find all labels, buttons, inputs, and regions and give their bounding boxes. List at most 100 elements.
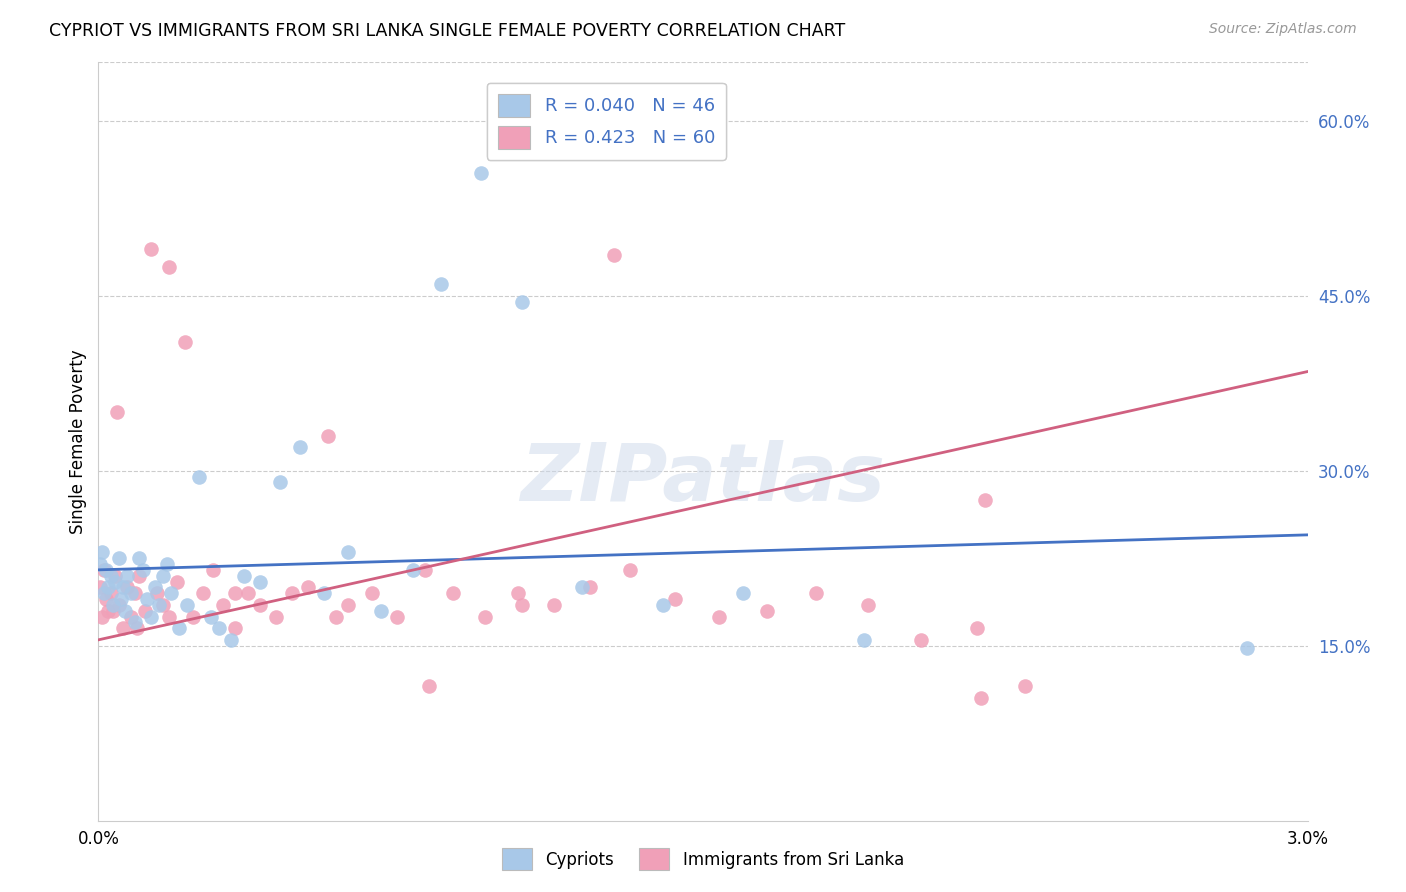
Point (143, 580, 166, 594)
Point (152, 598, 174, 612)
Point (139, 609, 162, 624)
Point (146, 586, 169, 600)
Point (571, 580, 593, 594)
Point (221, 632, 243, 647)
Point (148, 598, 170, 612)
Point (651, 598, 673, 612)
Point (115, 580, 138, 594)
Point (1236, 640, 1258, 655)
Point (418, 680, 440, 694)
Point (232, 568, 254, 582)
Point (853, 632, 876, 647)
Point (664, 592, 686, 607)
Point (316, 428, 339, 442)
Point (297, 580, 319, 594)
Point (100, 586, 122, 600)
Point (174, 335, 197, 350)
Point (160, 586, 183, 600)
Point (101, 604, 124, 618)
Point (101, 598, 124, 612)
Point (288, 441, 311, 455)
Point (115, 568, 138, 582)
Point (385, 609, 408, 624)
Point (619, 563, 641, 577)
Point (176, 598, 198, 612)
Point (804, 586, 827, 600)
Point (470, 166, 492, 180)
Point (120, 586, 142, 600)
Point (970, 691, 993, 706)
Point (337, 545, 360, 559)
Point (181, 609, 204, 624)
Point (132, 563, 155, 577)
Legend: Cypriots, Immigrants from Sri Lanka: Cypriots, Immigrants from Sri Lanka (495, 842, 911, 877)
Text: ZIPatlas: ZIPatlas (520, 441, 886, 518)
Point (157, 260, 180, 274)
Point (208, 621, 231, 635)
Point (370, 604, 392, 618)
Text: Source: ZipAtlas.com: Source: ZipAtlas.com (1209, 22, 1357, 37)
Point (269, 475, 291, 490)
Point (111, 580, 134, 594)
Point (91, 609, 114, 624)
Point (125, 621, 148, 635)
Point (134, 604, 156, 618)
Point (128, 551, 150, 566)
Point (413, 563, 436, 577)
Point (107, 598, 129, 612)
Point (910, 632, 932, 647)
Point (1014, 680, 1036, 694)
Point (139, 242, 162, 256)
Point (128, 568, 150, 582)
Y-axis label: Single Female Poverty: Single Female Poverty (69, 350, 87, 533)
Point (441, 586, 464, 600)
Point (156, 557, 179, 571)
Point (100, 568, 122, 582)
Point (89, 557, 111, 571)
Point (120, 609, 142, 624)
Point (603, 248, 626, 262)
Point (96, 563, 118, 577)
Point (97, 580, 120, 594)
Point (236, 586, 259, 600)
Point (166, 574, 188, 589)
Point (110, 592, 132, 607)
Point (103, 568, 125, 582)
Point (579, 580, 602, 594)
Point (212, 598, 235, 612)
Point (430, 277, 453, 291)
Point (707, 609, 730, 624)
Point (111, 621, 134, 635)
Point (858, 598, 880, 612)
Point (510, 294, 533, 309)
Legend: R = 0.040   N = 46, R = 0.423   N = 60: R = 0.040 N = 46, R = 0.423 N = 60 (486, 83, 725, 160)
Point (157, 609, 180, 624)
Point (91, 545, 114, 559)
Point (105, 405, 128, 419)
Point (314, 586, 336, 600)
Point (402, 563, 425, 577)
Point (89, 580, 111, 594)
Point (510, 598, 533, 612)
Point (224, 586, 246, 600)
Point (167, 621, 190, 635)
Point (135, 592, 157, 607)
Point (325, 609, 347, 624)
Point (152, 568, 174, 582)
Point (506, 586, 529, 600)
Point (361, 586, 384, 600)
Point (281, 586, 304, 600)
Point (93, 586, 115, 600)
Point (249, 574, 271, 589)
Point (974, 492, 997, 507)
Point (224, 621, 246, 635)
Point (756, 604, 779, 618)
Point (337, 598, 360, 612)
Point (93, 563, 115, 577)
Point (124, 615, 146, 630)
Point (733, 586, 755, 600)
Point (107, 551, 129, 566)
Point (188, 469, 211, 483)
Point (200, 609, 222, 624)
Point (96, 592, 118, 607)
